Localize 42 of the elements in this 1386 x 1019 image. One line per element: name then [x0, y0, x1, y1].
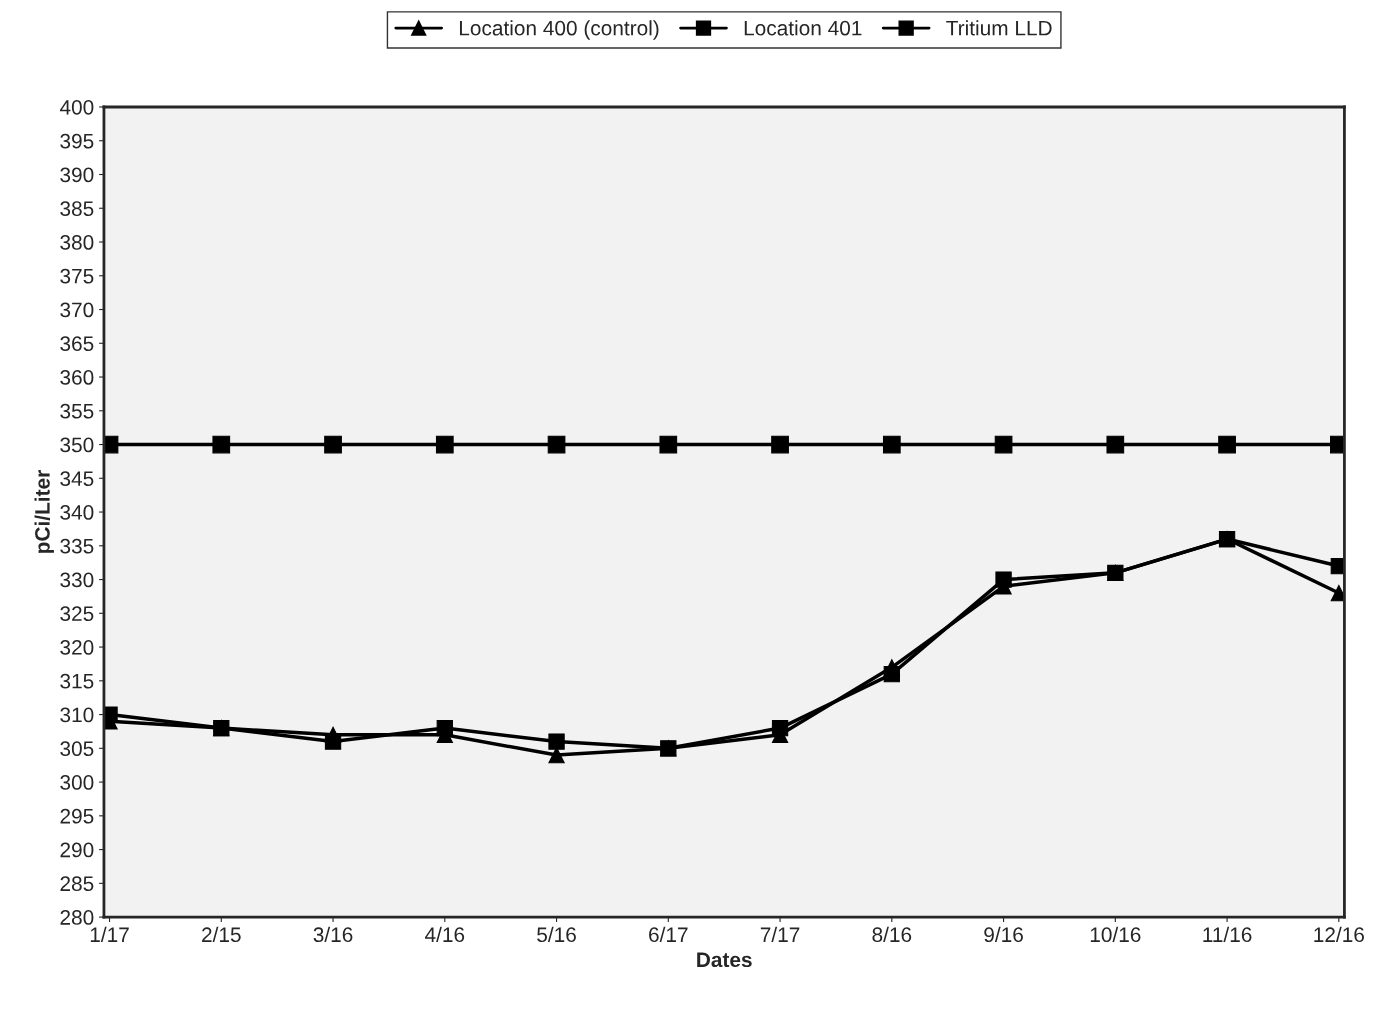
y-tick-label: 365 [60, 336, 94, 352]
y-tick-label: 385 [60, 201, 94, 217]
y-tick-label: 400 [59, 100, 94, 115]
y-tick-label: 330 [60, 572, 94, 588]
x-tick-label: 8/16 [872, 926, 912, 943]
x-axis-title: Dates [697, 952, 752, 968]
y-tick-label: 295 [60, 808, 94, 824]
legend-label: Location 400 (control) [459, 20, 659, 40]
y-tick-label: 375 [60, 268, 94, 284]
y-tick-label: 345 [60, 471, 94, 487]
y-tick-label: 390 [60, 167, 94, 183]
y-tick-label: 355 [60, 403, 94, 419]
y-tick-label: 380 [60, 235, 94, 250]
y-tick-label: 335 [60, 538, 94, 554]
y-tick-label: 285 [60, 876, 94, 892]
y-tick-label: 350 [60, 437, 94, 453]
y-tick-label: 305 [60, 741, 94, 757]
y-tick-label: 310 [60, 707, 94, 723]
x-tick-label: 1/17 [90, 926, 129, 943]
y-tick-label: 360 [60, 370, 94, 385]
x-tick-label: 11/16 [1203, 926, 1252, 943]
y-axis-title: pCi/Liter [34, 470, 54, 553]
y-tick-label: 325 [60, 606, 94, 622]
y-tick-label: 320 [60, 640, 94, 655]
y-tick-label: 370 [60, 302, 94, 318]
x-tick-label: 4/16 [425, 926, 465, 943]
x-tick-label: 5/16 [537, 926, 576, 943]
x-tick-label: 7/17 [760, 926, 800, 943]
x-tick-label: 12/16 [1314, 926, 1364, 943]
y-tick-label: 395 [60, 133, 94, 149]
legend-label: Location 401 [744, 20, 862, 36]
legend-label: Tritium LLD [946, 20, 1052, 36]
y-tick-label: 340 [60, 505, 94, 520]
x-tick-label: 6/17 [649, 926, 688, 943]
x-tick-label: 3/16 [313, 926, 353, 943]
y-tick-label: 280 [60, 910, 94, 925]
y-tick-label: 300 [60, 775, 94, 790]
x-tick-label: 2/15 [202, 926, 241, 943]
x-tick-label: 10/16 [1090, 926, 1141, 943]
x-tick-label: 9/16 [984, 926, 1023, 943]
y-tick-label: 315 [60, 673, 94, 689]
y-tick-label: 290 [60, 842, 94, 858]
